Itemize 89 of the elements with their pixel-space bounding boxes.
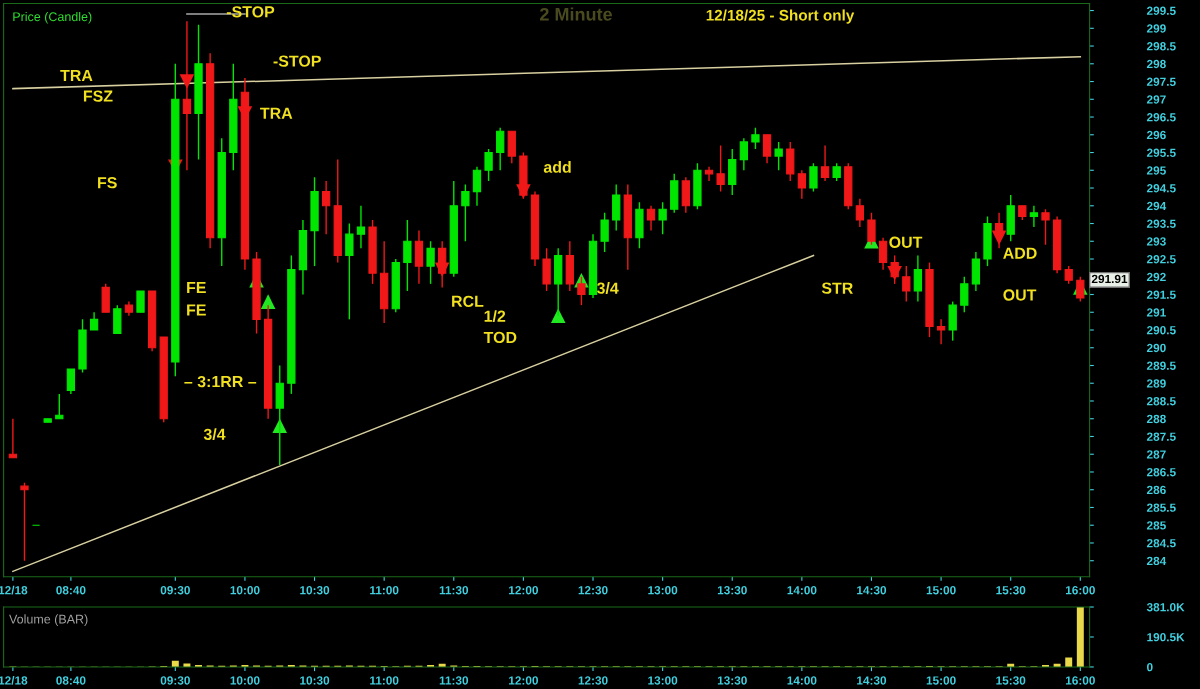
x-tick-label: 12:00 — [509, 676, 539, 685]
y-tick-label: 293 — [1146, 237, 1166, 246]
y-tick-label: 286.5 — [1146, 468, 1176, 477]
y-tick-label: 288.5 — [1146, 397, 1176, 406]
y-tick-label: 299.5 — [1146, 6, 1176, 15]
x-tick-label: 13:30 — [717, 676, 747, 685]
y-tick-label: 292.5 — [1146, 255, 1176, 264]
y-tick-label: 284.5 — [1146, 539, 1176, 548]
annotation: FS — [98, 177, 117, 189]
y-tick-label: 288 — [1146, 414, 1166, 424]
chart-title: 2 Minute — [540, 7, 612, 21]
x-tick-label: 12:30 — [578, 586, 608, 595]
annotation: – 3:1RR – — [184, 375, 257, 388]
annotation: Price (Candle) — [13, 11, 92, 24]
y-tick-label: 290.5 — [1146, 326, 1176, 335]
y-tick-label: 285 — [1146, 521, 1166, 530]
x-tick-label: 14:30 — [857, 676, 887, 685]
y-tick-label: 291.5 — [1146, 290, 1176, 299]
y-tick-label: 298 — [1146, 59, 1166, 69]
annotation: 3/4 — [596, 282, 619, 294]
x-tick-label: 13:00 — [648, 676, 678, 685]
annotation: 1/2 — [484, 310, 506, 323]
annotation: OUT — [889, 236, 923, 248]
y-tick-label: 296.5 — [1146, 113, 1176, 122]
y-tick-label: 295 — [1146, 166, 1166, 175]
y-tick-label: 293.5 — [1146, 219, 1176, 228]
x-tick-label: 16:00 — [1065, 676, 1095, 685]
y-tick-label: 295.5 — [1146, 148, 1176, 157]
annotation: TRA — [60, 69, 93, 81]
y-tick-label: 294 — [1146, 201, 1167, 211]
annotation: STR — [821, 282, 853, 294]
y-tick-label: 284 — [1146, 556, 1167, 566]
annotation: Volume (BAR) — [9, 614, 88, 627]
x-tick-label: 11:00 — [370, 676, 399, 685]
x-tick-label: 11:00 — [370, 586, 399, 595]
y-tick-label: 294.5 — [1146, 184, 1176, 193]
y-tick-label: 190.5K — [1147, 633, 1185, 642]
x-tick-label: 11:30 — [439, 586, 469, 595]
annotation: -STOP — [226, 6, 275, 18]
y-tick-label: 299 — [1146, 24, 1166, 33]
y-tick-label: 298.5 — [1146, 42, 1176, 51]
annotation: TOD — [483, 331, 517, 344]
annotation: ADD — [1003, 247, 1037, 259]
y-tick-label: 381.0K — [1146, 603, 1185, 612]
annotation: -STOP — [273, 55, 321, 67]
y-tick-label: 287.5 — [1146, 432, 1176, 441]
annotation: TRA — [260, 107, 293, 119]
annotation: RCL — [452, 295, 484, 307]
x-tick-label: 15:00 — [926, 586, 956, 595]
x-tick-label: 16:00 — [1065, 586, 1095, 595]
annotation: FE — [187, 282, 206, 294]
x-tick-label: 11:30 — [439, 676, 469, 685]
x-tick-label: 14:00 — [787, 676, 817, 685]
x-tick-label: 10:00 — [230, 586, 260, 595]
x-tick-label: 12:30 — [578, 676, 608, 685]
x-tick-label: 12:00 — [509, 586, 539, 595]
x-tick-label: 08:40 — [56, 586, 86, 595]
annotation: 291.91 — [1091, 274, 1128, 284]
annotation: 3/4 — [203, 428, 226, 441]
x-tick-label: 15:30 — [996, 586, 1026, 595]
annotation: FE — [187, 304, 206, 316]
chart-subtitle: 12/18/25 - Short only — [706, 9, 855, 24]
y-tick-label: 292 — [1146, 272, 1166, 282]
x-tick-label: 15:30 — [996, 676, 1026, 685]
x-tick-label: 09:30 — [160, 676, 190, 685]
x-tick-label: 08:40 — [56, 676, 86, 685]
y-tick-label: 286 — [1146, 485, 1166, 495]
x-tick-label: 10:00 — [230, 676, 260, 685]
x-tick-label: 13:30 — [717, 586, 747, 595]
y-tick-label: 297.5 — [1146, 77, 1176, 86]
y-tick-label: 296 — [1146, 130, 1166, 140]
x-tick-label: 15:00 — [926, 676, 956, 685]
y-tick-label: 297 — [1146, 95, 1166, 104]
annotation: FSZ — [83, 90, 113, 102]
x-tick-label: 10:30 — [300, 586, 330, 595]
x-tick-label: 13:00 — [648, 586, 678, 595]
annotation: OUT — [1003, 289, 1037, 301]
y-tick-label: 289 — [1146, 379, 1166, 388]
x-tick-label: 10:30 — [300, 676, 330, 685]
y-tick-label: 287 — [1146, 450, 1166, 459]
y-tick-label: 0 — [1147, 662, 1153, 672]
y-tick-label: 290 — [1146, 343, 1166, 353]
annotation: add — [543, 161, 571, 173]
y-tick-label: 291 — [1146, 308, 1166, 317]
x-tick-label: 14:00 — [787, 586, 817, 595]
y-tick-label: 289.5 — [1146, 361, 1176, 370]
x-tick-label: 14:30 — [857, 586, 887, 595]
y-tick-label: 285.5 — [1146, 503, 1176, 512]
x-tick-label: 09:30 — [160, 586, 190, 595]
